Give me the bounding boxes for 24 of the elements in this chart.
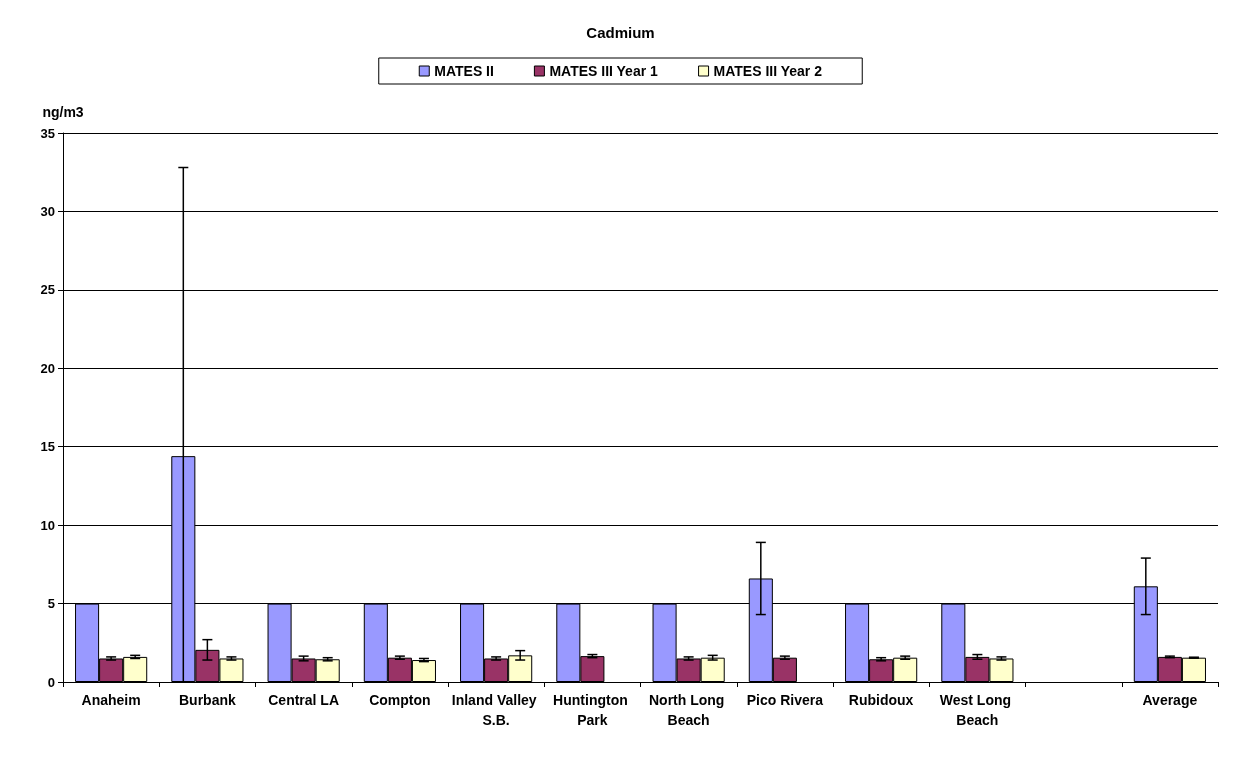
legend-label: MATES III Year 1: [549, 63, 659, 79]
x-tick-label: Huntington Park: [553, 692, 632, 728]
x-tick-label: West Long Beach: [939, 692, 1015, 728]
y-axis-title: ng/m3: [42, 104, 84, 120]
x-tick-label: Burbank: [178, 692, 236, 708]
y-tick-label: 10: [40, 517, 55, 533]
x-tick-label: Compton: [369, 692, 431, 708]
y-tick-label: 0: [47, 674, 55, 690]
y-tick-label: 15: [40, 439, 55, 455]
x-tick-label: Average: [1142, 692, 1198, 708]
y-tick-label: 5: [47, 596, 55, 612]
legend-label: MATES II: [434, 63, 494, 79]
x-tick-label: Rubidoux: [848, 692, 914, 708]
chart-title: Cadmium: [586, 24, 655, 41]
x-tick-label: Inland Valley S.B.: [451, 692, 541, 728]
legend-label: MATES III Year 2: [713, 63, 823, 79]
y-tick-label: 25: [40, 282, 55, 298]
x-tick-label: Central LA: [268, 692, 340, 708]
x-tick-label: Anaheim: [81, 692, 141, 708]
y-tick-label: 30: [40, 203, 55, 219]
y-tick-label: 35: [40, 125, 55, 141]
x-tick-label: North Long Beach: [648, 692, 729, 728]
y-tick-label: 20: [40, 360, 55, 376]
x-tick-label: Pico Rivera: [746, 692, 824, 708]
